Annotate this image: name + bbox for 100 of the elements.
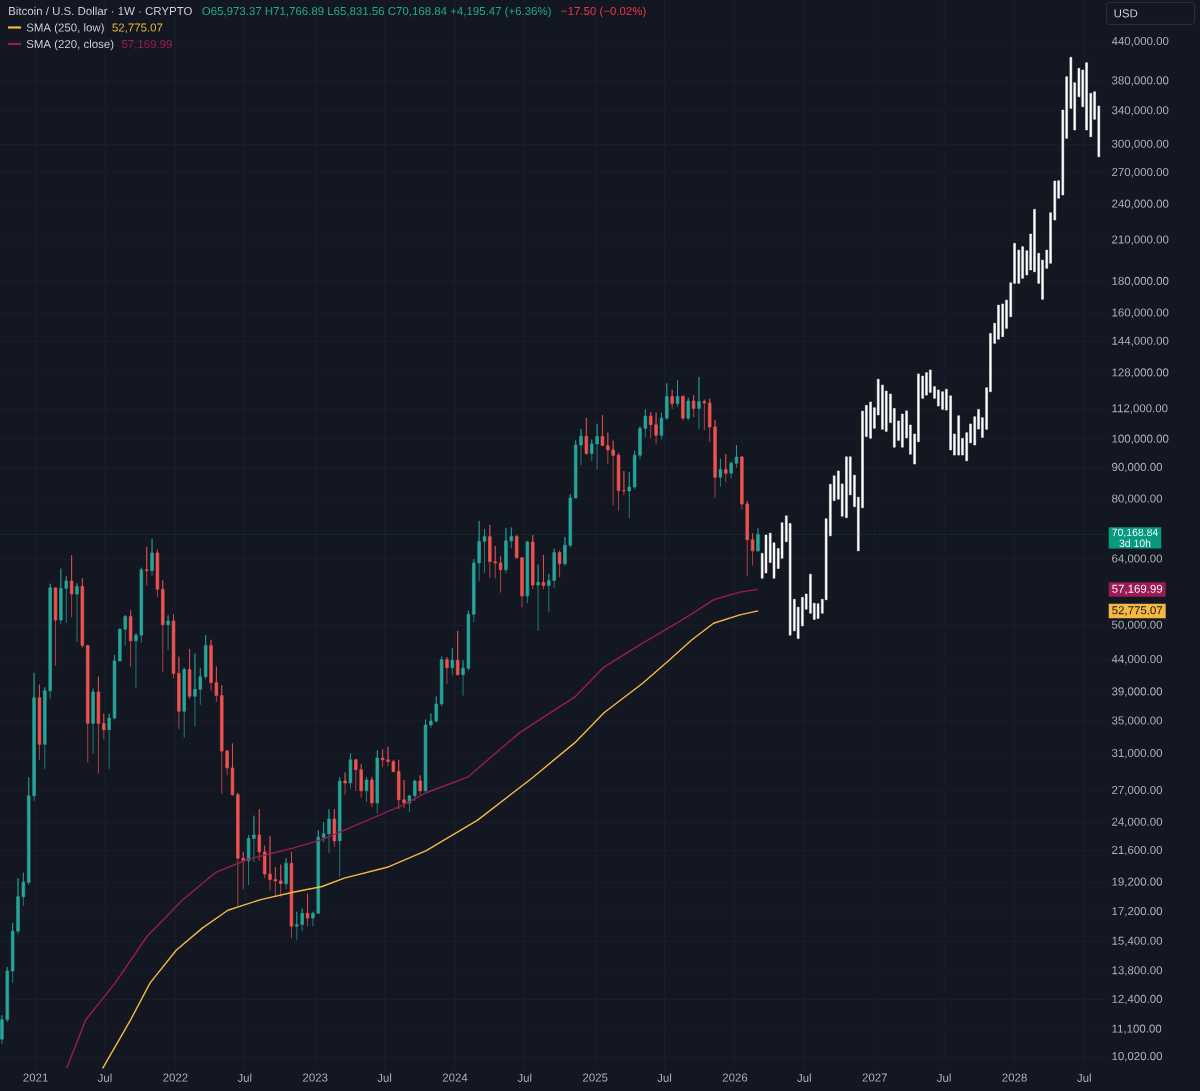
y-tick-label: 17,200.00	[1112, 907, 1163, 917]
candlestick	[750, 532, 755, 566]
y-tick-label: 19,200.00	[1112, 877, 1163, 888]
y-tick-label: 128,000.00	[1112, 368, 1169, 378]
x-tick-label: Jul	[797, 1073, 811, 1082]
candlestick	[338, 776, 342, 878]
y-tick-label: 35,000.00	[1111, 716, 1163, 726]
chart-title: Bitcoin / U.S. Dollar · 1W · CRYPTO	[9, 6, 192, 16]
x-tick-label: Jul	[936, 1073, 951, 1082]
candlestick	[279, 864, 283, 897]
candlestick	[600, 414, 605, 447]
candlestick	[375, 749, 379, 814]
candlestick	[557, 550, 562, 578]
y-tick-label: 180,000.00	[1112, 276, 1169, 287]
candlestick	[91, 688, 95, 755]
y-tick-label: 160,000.00	[1112, 308, 1169, 318]
y-tick-label: 11,100.00	[1112, 1024, 1162, 1035]
candlestick	[102, 713, 106, 740]
y-tick-label: 24,000.00	[1112, 817, 1163, 828]
x-tick-label: Jul	[1077, 1073, 1091, 1082]
candlestick	[155, 549, 160, 598]
candlestick	[289, 851, 294, 939]
y-axis-title: USD	[1114, 9, 1138, 18]
candlestick	[332, 808, 337, 848]
candlestick	[171, 613, 176, 679]
candlestick	[702, 399, 707, 431]
y-tick-label: 112,000.00	[1112, 404, 1168, 414]
x-tick-label: 2025	[583, 1073, 608, 1082]
candlestick	[257, 808, 261, 862]
candlestick	[364, 776, 369, 803]
candlestick	[627, 471, 631, 519]
legend-label: SMA (250, low)	[26, 23, 104, 34]
candlestick	[80, 577, 85, 649]
candlestick	[445, 656, 449, 685]
candlestick	[691, 394, 696, 418]
x-tick-label: 2021	[23, 1073, 48, 1082]
candlestick	[659, 412, 664, 440]
legend-label: SMA (220, close)	[26, 39, 114, 51]
text: 52,775.07	[1112, 606, 1163, 616]
y-tick-label: 27,000.00	[1112, 786, 1163, 796]
candlestick	[498, 555, 503, 593]
candlestick	[187, 648, 192, 700]
candlestick	[670, 389, 674, 410]
y-tick-label: 64,000.00	[1112, 554, 1163, 564]
candlestick	[166, 615, 170, 651]
y-tick-label: 12,400.00	[1112, 994, 1163, 1005]
x-tick-label: Jul	[517, 1073, 532, 1082]
candlestick	[161, 580, 165, 673]
text: 3d 10h	[1119, 539, 1151, 548]
x-tick-label: Jul	[237, 1073, 252, 1082]
candlestick	[418, 774, 422, 796]
x-tick-label: 2023	[303, 1073, 328, 1082]
y-tick-label: 380,000.00	[1111, 76, 1169, 86]
y-tick-label: 10,020.00	[1112, 1052, 1163, 1062]
y-tick-label: 144,000.00	[1112, 336, 1169, 347]
x-tick-label: 2026	[722, 1073, 748, 1082]
y-tick-label: 210,000.00	[1112, 235, 1169, 245]
annotation: 52,775.07	[112, 23, 163, 33]
candlestick	[541, 554, 546, 590]
y-tick-label: 270,000.00	[1112, 168, 1169, 178]
candlestick	[455, 630, 460, 676]
candlestick	[439, 656, 444, 707]
candlestick	[536, 564, 540, 632]
annotation: −17.50 (−0.02%)	[561, 6, 646, 18]
candlestick	[69, 555, 74, 618]
y-tick-label: 44,000.00	[1111, 654, 1163, 665]
candlestick	[665, 382, 669, 421]
candlestick	[150, 538, 154, 577]
candlestick	[734, 444, 739, 468]
candlestick	[96, 676, 101, 774]
x-tick-label: Jul	[657, 1073, 672, 1082]
y-tick-label: 100,000.00	[1112, 434, 1169, 445]
candlestick	[681, 395, 685, 421]
y-tick-label: 50,000.00	[1111, 620, 1163, 631]
y-tick-label: 90,000.00	[1112, 462, 1163, 473]
candlestick	[343, 772, 347, 796]
y-tick-label: 440,000.00	[1111, 36, 1169, 47]
text: 57,169.99	[1112, 584, 1163, 595]
y-tick-label: 340,000.00	[1111, 106, 1169, 116]
candlestick	[86, 644, 90, 763]
candlestick	[729, 461, 733, 479]
candlestick	[482, 528, 487, 574]
candlestick	[756, 528, 760, 552]
y-tick-label: 15,400.00	[1112, 936, 1163, 947]
candlestick	[128, 609, 133, 668]
candlestick	[675, 380, 680, 408]
candlestick	[145, 546, 149, 586]
y-tick-label: 21,600.00	[1112, 845, 1163, 856]
candlestick	[370, 776, 374, 808]
candlestick	[305, 893, 310, 927]
candlestick	[348, 753, 353, 790]
candlestick	[525, 540, 530, 604]
candlestick	[182, 667, 186, 739]
candlestick	[107, 713, 111, 770]
candlestick	[413, 779, 417, 802]
candlestick	[718, 458, 723, 488]
text: O65,973.37 H71,766.89 L65,831.56 C70,168.84 +4,195.47 (+6.36%)	[202, 6, 551, 18]
x-tick-label: 2027	[862, 1073, 887, 1082]
y-tick-label: 240,000.00	[1112, 199, 1169, 210]
candlestick	[177, 656, 181, 730]
